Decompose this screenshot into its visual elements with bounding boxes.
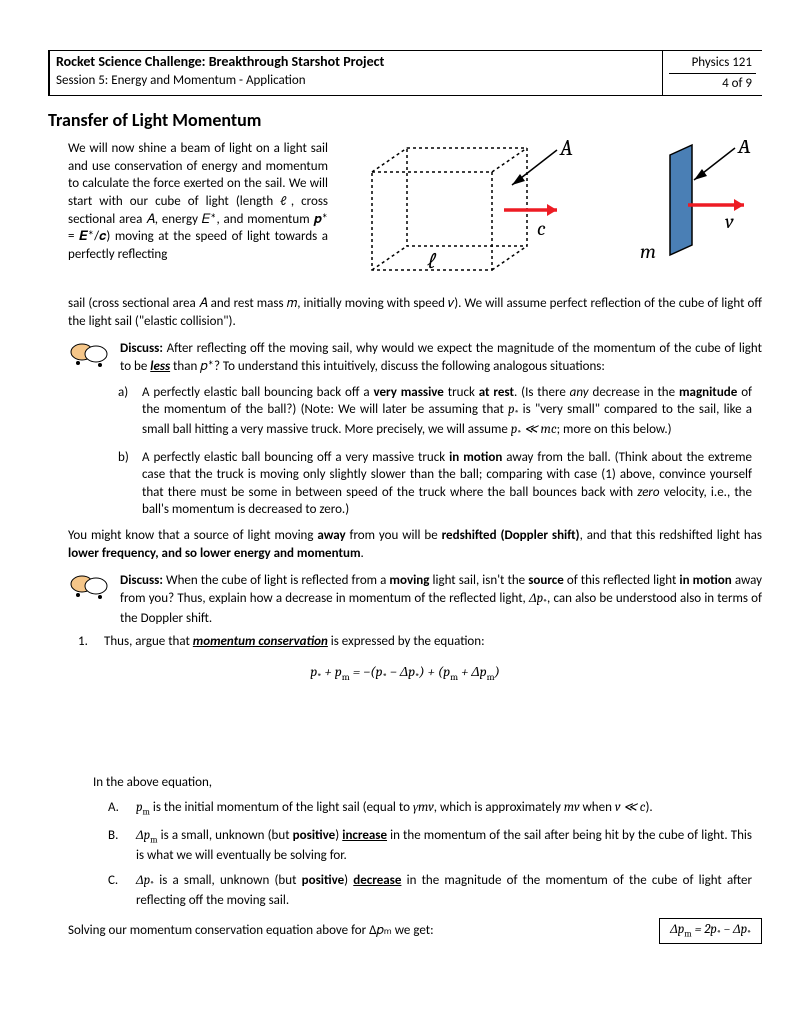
item-a: a) A perfectly elastic ball bouncing bac…	[118, 384, 752, 441]
cube-label-a: A	[559, 140, 573, 161]
q1-text: Thus, argue that momentum conservation i…	[104, 633, 485, 651]
sail-label-a: A	[737, 140, 751, 159]
header-right: Physics 121 4 of 9	[662, 51, 762, 95]
header-left: Rocket Science Challenge: Breakthrough S…	[50, 51, 388, 95]
q1-num: 1.	[78, 633, 96, 651]
diagram-svg: A c ℓ A v	[342, 140, 762, 295]
session-line: Session 5: Energy and Momentum - Applica…	[56, 72, 384, 90]
sub-list: a) A perfectly elastic ball bouncing bac…	[118, 384, 752, 519]
page-header: Rocket Science Challenge: Breakthrough S…	[48, 50, 762, 96]
diagrams: A c ℓ A v	[342, 140, 762, 295]
cube-diagram: A c ℓ	[372, 140, 573, 273]
def-c-text: Δp* is a small, unknown (but positive) d…	[136, 872, 752, 909]
cube-edge-4	[492, 246, 527, 270]
def-c: C. Δp* is a small, unknown (but positive…	[108, 872, 752, 909]
def-c-letter: C.	[108, 872, 128, 909]
section-title: Transfer of Light Momentum	[48, 108, 762, 132]
item-a-letter: a)	[118, 384, 134, 441]
solving-text: Solving our momentum conservation equati…	[68, 922, 434, 940]
discuss-block-1: Discuss: After reflecting off the moving…	[68, 340, 762, 375]
q1-block: 1. Thus, argue that momentum conservatio…	[78, 633, 762, 651]
def-a: A. pm is the initial momentum of the lig…	[108, 799, 752, 819]
project-title: Rocket Science Challenge: Breakthrough S…	[56, 53, 384, 72]
intro-block: We will now shine a beam of light on a l…	[68, 140, 762, 295]
cube-back	[407, 148, 527, 246]
def-list: A. pm is the initial momentum of the lig…	[108, 799, 752, 910]
cube-edge-1	[372, 148, 407, 172]
cube-label-c: c	[537, 217, 546, 240]
item-b-text: A perfectly elastic ball bouncing off a …	[142, 449, 752, 519]
sail-label-m: m	[640, 240, 656, 263]
cube-label-l: ℓ	[427, 250, 437, 273]
def-a-letter: A.	[108, 799, 128, 819]
item-a-text: A perfectly elastic ball bouncing back o…	[142, 384, 752, 441]
page: Rocket Science Challenge: Breakthrough S…	[0, 0, 810, 974]
discuss-label: Discuss:	[120, 341, 163, 356]
item-b: b) A perfectly elastic ball bouncing off…	[118, 449, 752, 519]
discuss-text-1: Discuss: After reflecting off the moving…	[120, 340, 762, 375]
page-num: 4 of 9	[669, 74, 756, 94]
discuss1-t2: than 𝑝*? To understand this intuitively,…	[170, 359, 605, 374]
intro-text-left: We will now shine a beam of light on a l…	[68, 140, 328, 263]
q1: 1. Thus, argue that momentum conservatio…	[78, 633, 762, 651]
discuss2-label: Discuss:	[120, 573, 163, 588]
def-b-text: Δpm is a small, unknown (but positive) i…	[136, 827, 752, 864]
cube-edge-3	[372, 246, 407, 270]
v-arrow-head	[734, 199, 744, 211]
discuss-icon	[68, 572, 112, 600]
def-b-letter: B.	[108, 827, 128, 864]
def-b: B. Δpm is a small, unknown (but positive…	[108, 827, 752, 864]
discuss-icon	[68, 340, 112, 368]
cube-edge-2	[492, 148, 527, 172]
c-arrow-head	[547, 204, 557, 216]
discuss-block-2: Discuss: When the cube of light is refle…	[68, 572, 762, 627]
item-b-letter: b)	[118, 449, 134, 519]
def-a-text: pm is the initial momentum of the light …	[136, 799, 653, 819]
discuss-text-2: Discuss: When the cube of light is refle…	[120, 572, 762, 627]
above-eq: In the above equation,	[93, 774, 762, 792]
redshift-para: You might know that a source of light mo…	[68, 527, 762, 562]
main-equation: p* + pm = −(p* − Δp*) + (pm + Δpm)	[48, 663, 762, 684]
sail-label-v: v	[725, 210, 734, 233]
sail-diagram: A v m	[640, 140, 751, 263]
boxed-equation: Δpm = 2p* − Δp*	[659, 918, 762, 944]
solve-row: Solving our momentum conservation equati…	[68, 918, 762, 944]
course: Physics 121	[669, 53, 756, 74]
intro-continuation: sail (cross sectional area 𝐴 and rest ma…	[68, 295, 762, 330]
sail-shape	[670, 145, 692, 255]
discuss1-less: less	[150, 359, 170, 374]
